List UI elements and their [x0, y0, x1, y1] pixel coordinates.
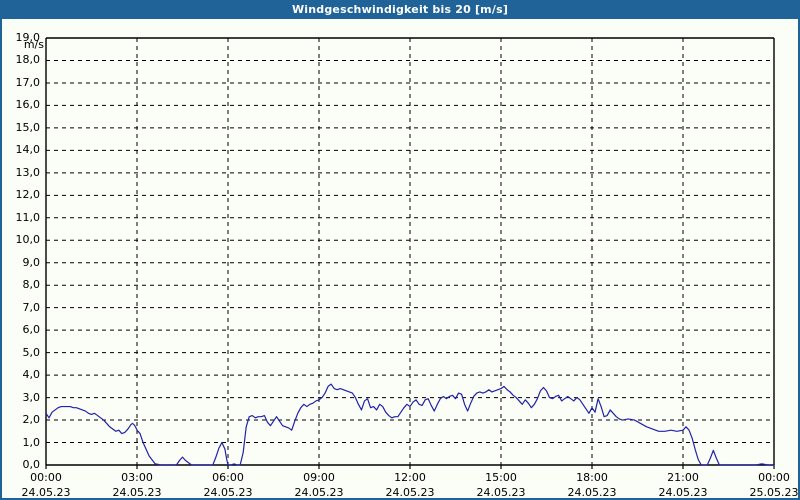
x-axis-time-label: 21:00 [667, 471, 699, 484]
y-axis-tick-label: 14,0 [15, 143, 41, 157]
y-axis-tick-label: 15,0 [15, 120, 41, 134]
x-axis-date-label: 24.05.23 [294, 486, 344, 499]
y-axis-tick-label: 10,0 [15, 233, 41, 247]
x-axis-date-label: 24.05.23 [112, 486, 162, 499]
y-axis-unit-label: m/s [23, 38, 44, 51]
y-axis-tick-label: 18,0 [15, 53, 41, 67]
y-axis-tick-label: 13,0 [15, 165, 41, 179]
x-axis-time-label: 00:00 [758, 471, 790, 484]
y-axis-tick-label: 11,0 [15, 210, 41, 224]
y-axis-tick-label: 8,0 [22, 278, 41, 292]
x-axis-time-label: 12:00 [394, 471, 426, 484]
x-axis-date-label: 24.05.23 [203, 486, 253, 499]
y-axis-tick-label: 2,0 [22, 413, 41, 427]
x-axis-time-label: 15:00 [485, 471, 517, 484]
x-axis-date-label: 24.05.23 [567, 486, 617, 499]
chart-plot-area: m/s 19,0 18,0 17,0 16,0 15,0 14,0 13,0 12,0 11,0… [2, 21, 799, 500]
y-axis-tick-label: 1,0 [22, 435, 41, 449]
x-axis-date-label: 25.05.23 [749, 486, 799, 499]
y-axis-tick-label: 19,0 [15, 31, 41, 44]
chart-canvas [45, 37, 775, 469]
y-axis-tick-label: 7,0 [22, 300, 41, 314]
y-axis-tick-label: 6,0 [22, 323, 41, 337]
x-axis-time-label: 09:00 [303, 471, 335, 484]
y-axis-tick-label: 4,0 [22, 368, 41, 382]
x-axis-time-label: 18:00 [576, 471, 608, 484]
y-axis-tick-label: 9,0 [22, 255, 41, 269]
x-axis-date-label: 24.05.23 [658, 486, 708, 499]
x-axis-time-label: 03:00 [121, 471, 153, 484]
y-axis-tick-label: 3,0 [22, 390, 41, 404]
y-axis-tick-label: 16,0 [15, 98, 41, 112]
y-axis-tick-label: 12,0 [15, 188, 41, 202]
y-axis-tick-label: 0,0 [22, 458, 41, 471]
window-title-bar: Windgeschwindigkeit bis 20 [m/s] [0, 0, 800, 19]
x-axis-date-label: 24.05.23 [476, 486, 526, 499]
x-axis-time-label: 06:00 [212, 471, 244, 484]
data-line-windgeschwindigkeit [45, 383, 774, 466]
y-axis-tick-label: 5,0 [22, 345, 41, 359]
x-axis-time-label: 00:00 [30, 471, 62, 484]
x-axis-date-label: 24.05.23 [385, 486, 435, 499]
y-axis-tick-label: 17,0 [15, 75, 41, 89]
x-axis-date-label: 24.05.23 [21, 486, 71, 499]
page-title: Windgeschwindigkeit bis 20 [m/s] [291, 3, 509, 16]
